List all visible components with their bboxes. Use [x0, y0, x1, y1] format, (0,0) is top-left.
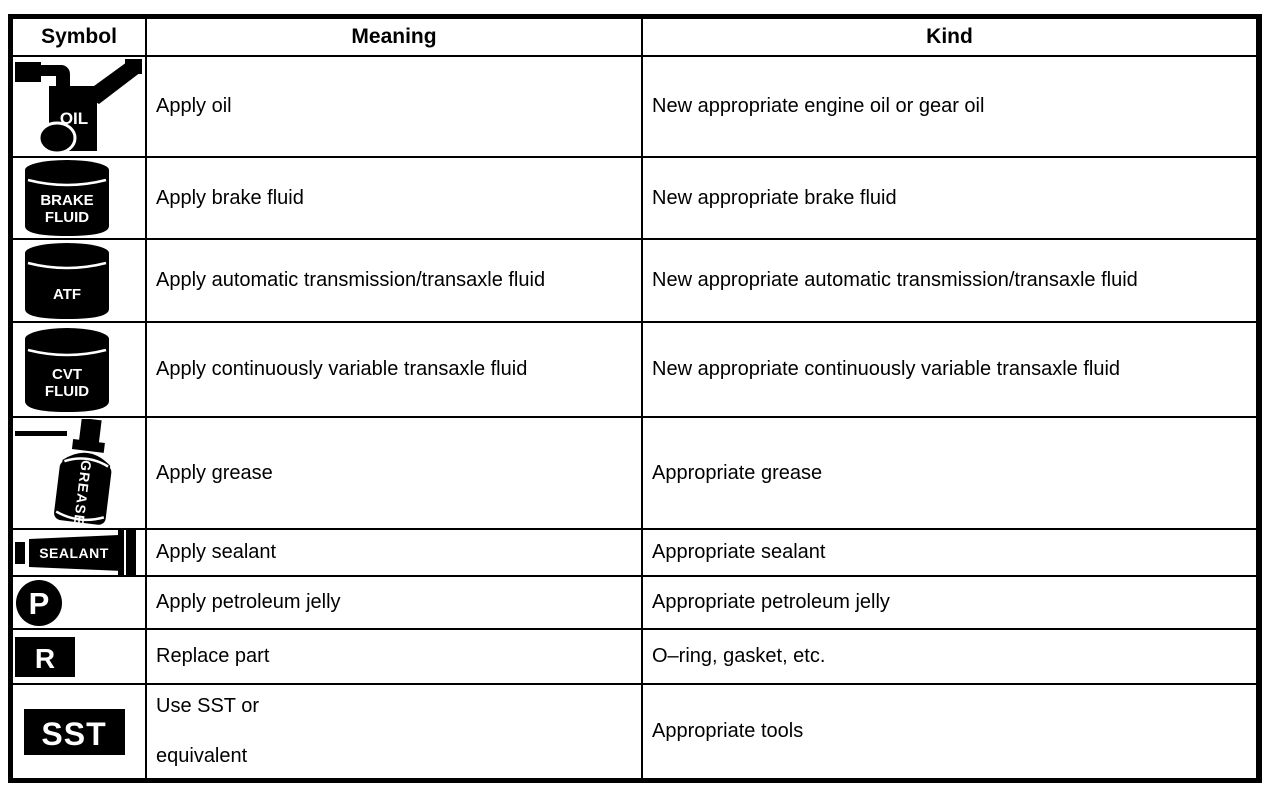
replace-part-label: R — [35, 643, 55, 674]
symbol-cell-petroleum-jelly: P — [13, 577, 147, 630]
meaning-cell-petroleum-jelly: Apply petroleum jelly — [147, 577, 643, 630]
brake-fluid-label-2: FLUID — [45, 209, 89, 226]
petroleum-jelly-label: P — [29, 586, 50, 621]
meaning-cell-replace-part: Replace part — [147, 630, 643, 685]
kind-cell-atf: New appropriate automatic transmission/t… — [643, 240, 1256, 323]
meaning-cell-oil: Apply oil — [147, 57, 643, 158]
atf-label: ATF — [53, 286, 81, 303]
kind-cell-cvt-fluid: New appropriate continuously variable tr… — [643, 323, 1256, 418]
replace-part-icon: R — [15, 636, 75, 677]
meaning-cell-grease: Apply grease — [147, 418, 643, 530]
symbols-legend-table: Symbol Meaning Kind OIL Apply oil New ap… — [8, 14, 1262, 783]
symbol-cell-oil: OIL — [13, 57, 147, 158]
meaning-text: Apply continuously variable transaxle fl… — [156, 358, 528, 380]
header-symbol: Symbol — [13, 19, 147, 57]
kind-text: Appropriate grease — [652, 461, 823, 484]
meaning-cell-cvt-fluid: Apply continuously variable transaxle fl… — [147, 323, 643, 418]
brake-fluid-label-1: BRAKE — [40, 192, 93, 209]
kind-cell-brake-fluid: New appropriate brake fluid — [643, 158, 1256, 240]
symbol-cell-cvt-fluid: CVT FLUID — [13, 323, 147, 418]
header-symbol-label: Symbol — [41, 25, 117, 48]
meaning-text-line1: Use SST or — [156, 695, 259, 717]
meaning-text: Replace part — [156, 645, 270, 667]
meaning-cell-sst: Use SST or equivalent — [147, 685, 643, 778]
kind-cell-sealant: Appropriate sealant — [643, 530, 1256, 577]
kind-text: New appropriate continuously variable tr… — [652, 358, 1121, 380]
petroleum-jelly-icon: P — [16, 579, 62, 626]
symbol-cell-sealant: SEALANT — [13, 530, 147, 577]
symbol-cell-replace-part: R — [13, 630, 147, 685]
sealant-tube-icon: SEALANT — [15, 530, 136, 575]
grease-spray-can-icon: GREASE — [15, 419, 112, 526]
symbol-cell-sst: SST — [13, 685, 147, 778]
cvt-fluid-label-2: FLUID — [45, 383, 89, 400]
sst-label: SST — [41, 716, 106, 752]
kind-text: New appropriate automatic transmission/t… — [652, 269, 1138, 291]
atf-can-icon: ATF — [25, 242, 109, 319]
header-meaning-label: Meaning — [351, 25, 437, 48]
header-kind: Kind — [643, 19, 1256, 57]
oil-can-label: OIL — [60, 109, 88, 128]
symbol-cell-grease: GREASE — [13, 418, 147, 530]
symbol-cell-atf: ATF — [13, 240, 147, 323]
meaning-text: Apply petroleum jelly — [156, 591, 341, 613]
kind-cell-sst: Appropriate tools — [643, 685, 1256, 778]
meaning-cell-brake-fluid: Apply brake fluid — [147, 158, 643, 240]
meaning-cell-atf: Apply automatic transmission/transaxle f… — [147, 240, 643, 323]
kind-text: Appropriate sealant — [652, 541, 826, 563]
kind-text: Appropriate tools — [652, 720, 804, 742]
header-meaning: Meaning — [147, 19, 643, 57]
meaning-text: Apply grease — [156, 461, 273, 484]
kind-text: New appropriate brake fluid — [652, 186, 897, 209]
header-kind-label: Kind — [926, 25, 973, 48]
kind-cell-oil: New appropriate engine oil or gear oil — [643, 57, 1256, 158]
brake-fluid-can-icon: BRAKE FLUID — [25, 160, 109, 236]
kind-cell-replace-part: O–ring, gasket, etc. — [643, 630, 1256, 685]
kind-text: New appropriate engine oil or gear oil — [652, 95, 985, 117]
sealant-label: SEALANT — [39, 545, 109, 561]
grease-label: GREASE — [71, 459, 95, 526]
kind-text: O–ring, gasket, etc. — [652, 645, 826, 667]
kind-cell-petroleum-jelly: Appropriate petroleum jelly — [643, 577, 1256, 630]
meaning-text-line2: equivalent — [156, 745, 248, 767]
symbol-cell-brake-fluid: BRAKE FLUID — [13, 158, 147, 240]
meaning-text: Apply oil — [156, 95, 232, 117]
meaning-cell-sealant: Apply sealant — [147, 530, 643, 577]
sst-icon: SST — [24, 708, 125, 755]
kind-cell-grease: Appropriate grease — [643, 418, 1256, 530]
meaning-text: Apply brake fluid — [156, 186, 304, 209]
kind-text: Appropriate petroleum jelly — [652, 591, 890, 613]
oil-can-icon: OIL — [15, 59, 142, 155]
meaning-text: Apply automatic transmission/transaxle f… — [156, 269, 546, 291]
cvt-fluid-label-1: CVT — [52, 366, 82, 383]
cvt-fluid-can-icon: CVT FLUID — [25, 327, 109, 412]
meaning-text: Apply sealant — [156, 541, 277, 563]
